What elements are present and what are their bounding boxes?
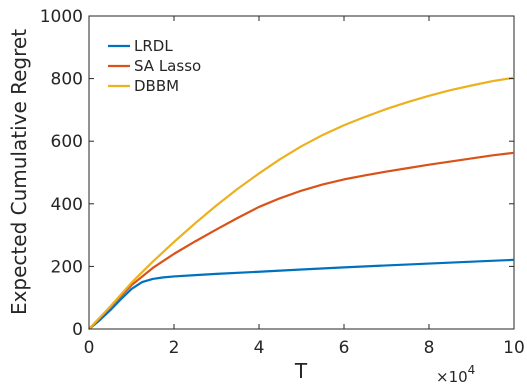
legend: LRDL SA Lasso DBBM xyxy=(108,37,201,95)
series-layer xyxy=(88,76,515,330)
legend-label: SA Lasso xyxy=(134,57,201,75)
series-line-lrdl xyxy=(88,258,515,330)
y-axis-title: Expected Cumulative Regret xyxy=(7,29,31,315)
x-tick-label: 2 xyxy=(169,338,180,358)
y-tick-label: 400 xyxy=(51,195,83,215)
x-tick-label: 4 xyxy=(254,338,265,358)
x-tick-label: 6 xyxy=(339,338,350,358)
y-tick-label: 1000 xyxy=(40,7,83,27)
legend-label: DBBM xyxy=(134,77,179,95)
y-tick-label: 0 xyxy=(72,320,83,340)
y-tick-label: 800 xyxy=(51,70,83,90)
y-tick-label: 600 xyxy=(51,132,83,152)
series-line-dbbm xyxy=(88,76,515,330)
x-tick-label: 10 xyxy=(503,338,525,358)
series-line-sa-lasso xyxy=(88,151,515,330)
legend-label: LRDL xyxy=(134,37,173,55)
x-axis-multiplier-exponent: 4 xyxy=(468,363,476,377)
y-tick-label: 200 xyxy=(51,257,83,277)
x-axis-multiplier-base: ×10 xyxy=(436,368,468,385)
ticks-layer: 0 2 4 6 8 10 0 200 400 600 800 1000 xyxy=(40,7,525,358)
x-tick-label: 8 xyxy=(424,338,435,358)
x-axis-multiplier: ×104 xyxy=(436,363,475,385)
x-tick-label: 0 xyxy=(84,338,95,358)
x-axis-title: T xyxy=(294,359,308,383)
